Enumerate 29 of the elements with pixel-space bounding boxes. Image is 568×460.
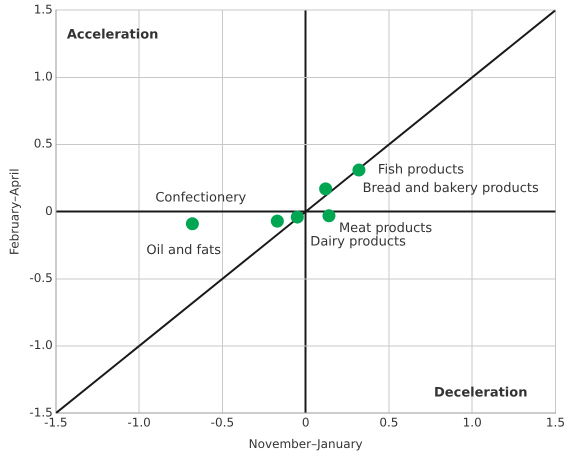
point xyxy=(290,210,304,224)
y-tick-label: 0 xyxy=(45,204,53,218)
point xyxy=(352,164,366,177)
annotation: Fish products xyxy=(378,162,464,178)
point xyxy=(322,209,336,222)
y-tick-label: 0.5 xyxy=(34,136,53,151)
x-tick-label: 1.5 xyxy=(546,416,566,430)
annotation: Acceleration xyxy=(66,28,158,43)
annotation: Confectionery xyxy=(155,190,247,206)
y-axis-title: February–April xyxy=(7,168,22,256)
point xyxy=(186,217,199,230)
annotation: Oil and fats xyxy=(146,243,222,258)
x-tick-label: 0.5 xyxy=(379,416,398,430)
annotation: Deceleration xyxy=(434,386,528,401)
x-axis-title: November–January xyxy=(248,436,363,451)
y-tick-label: -1.0 xyxy=(29,338,53,352)
annotation: Meat products xyxy=(338,221,432,236)
x-tick-label: 0 xyxy=(302,416,310,430)
x-tick-label: -1.5 xyxy=(44,416,68,430)
annotation: Bread and bakery products xyxy=(362,181,539,196)
point xyxy=(319,182,332,196)
point xyxy=(270,214,284,228)
x-tick-label: -1.0 xyxy=(127,416,151,430)
annotation: Dairy products xyxy=(310,234,406,250)
x-tick-label: -0.5 xyxy=(210,416,234,430)
y-tick-label: 1.0 xyxy=(34,69,53,84)
y-tick-label: 1.5 xyxy=(34,2,53,16)
x-tick-label: 1.0 xyxy=(462,416,482,430)
y-tick-label: -0.5 xyxy=(29,270,53,285)
